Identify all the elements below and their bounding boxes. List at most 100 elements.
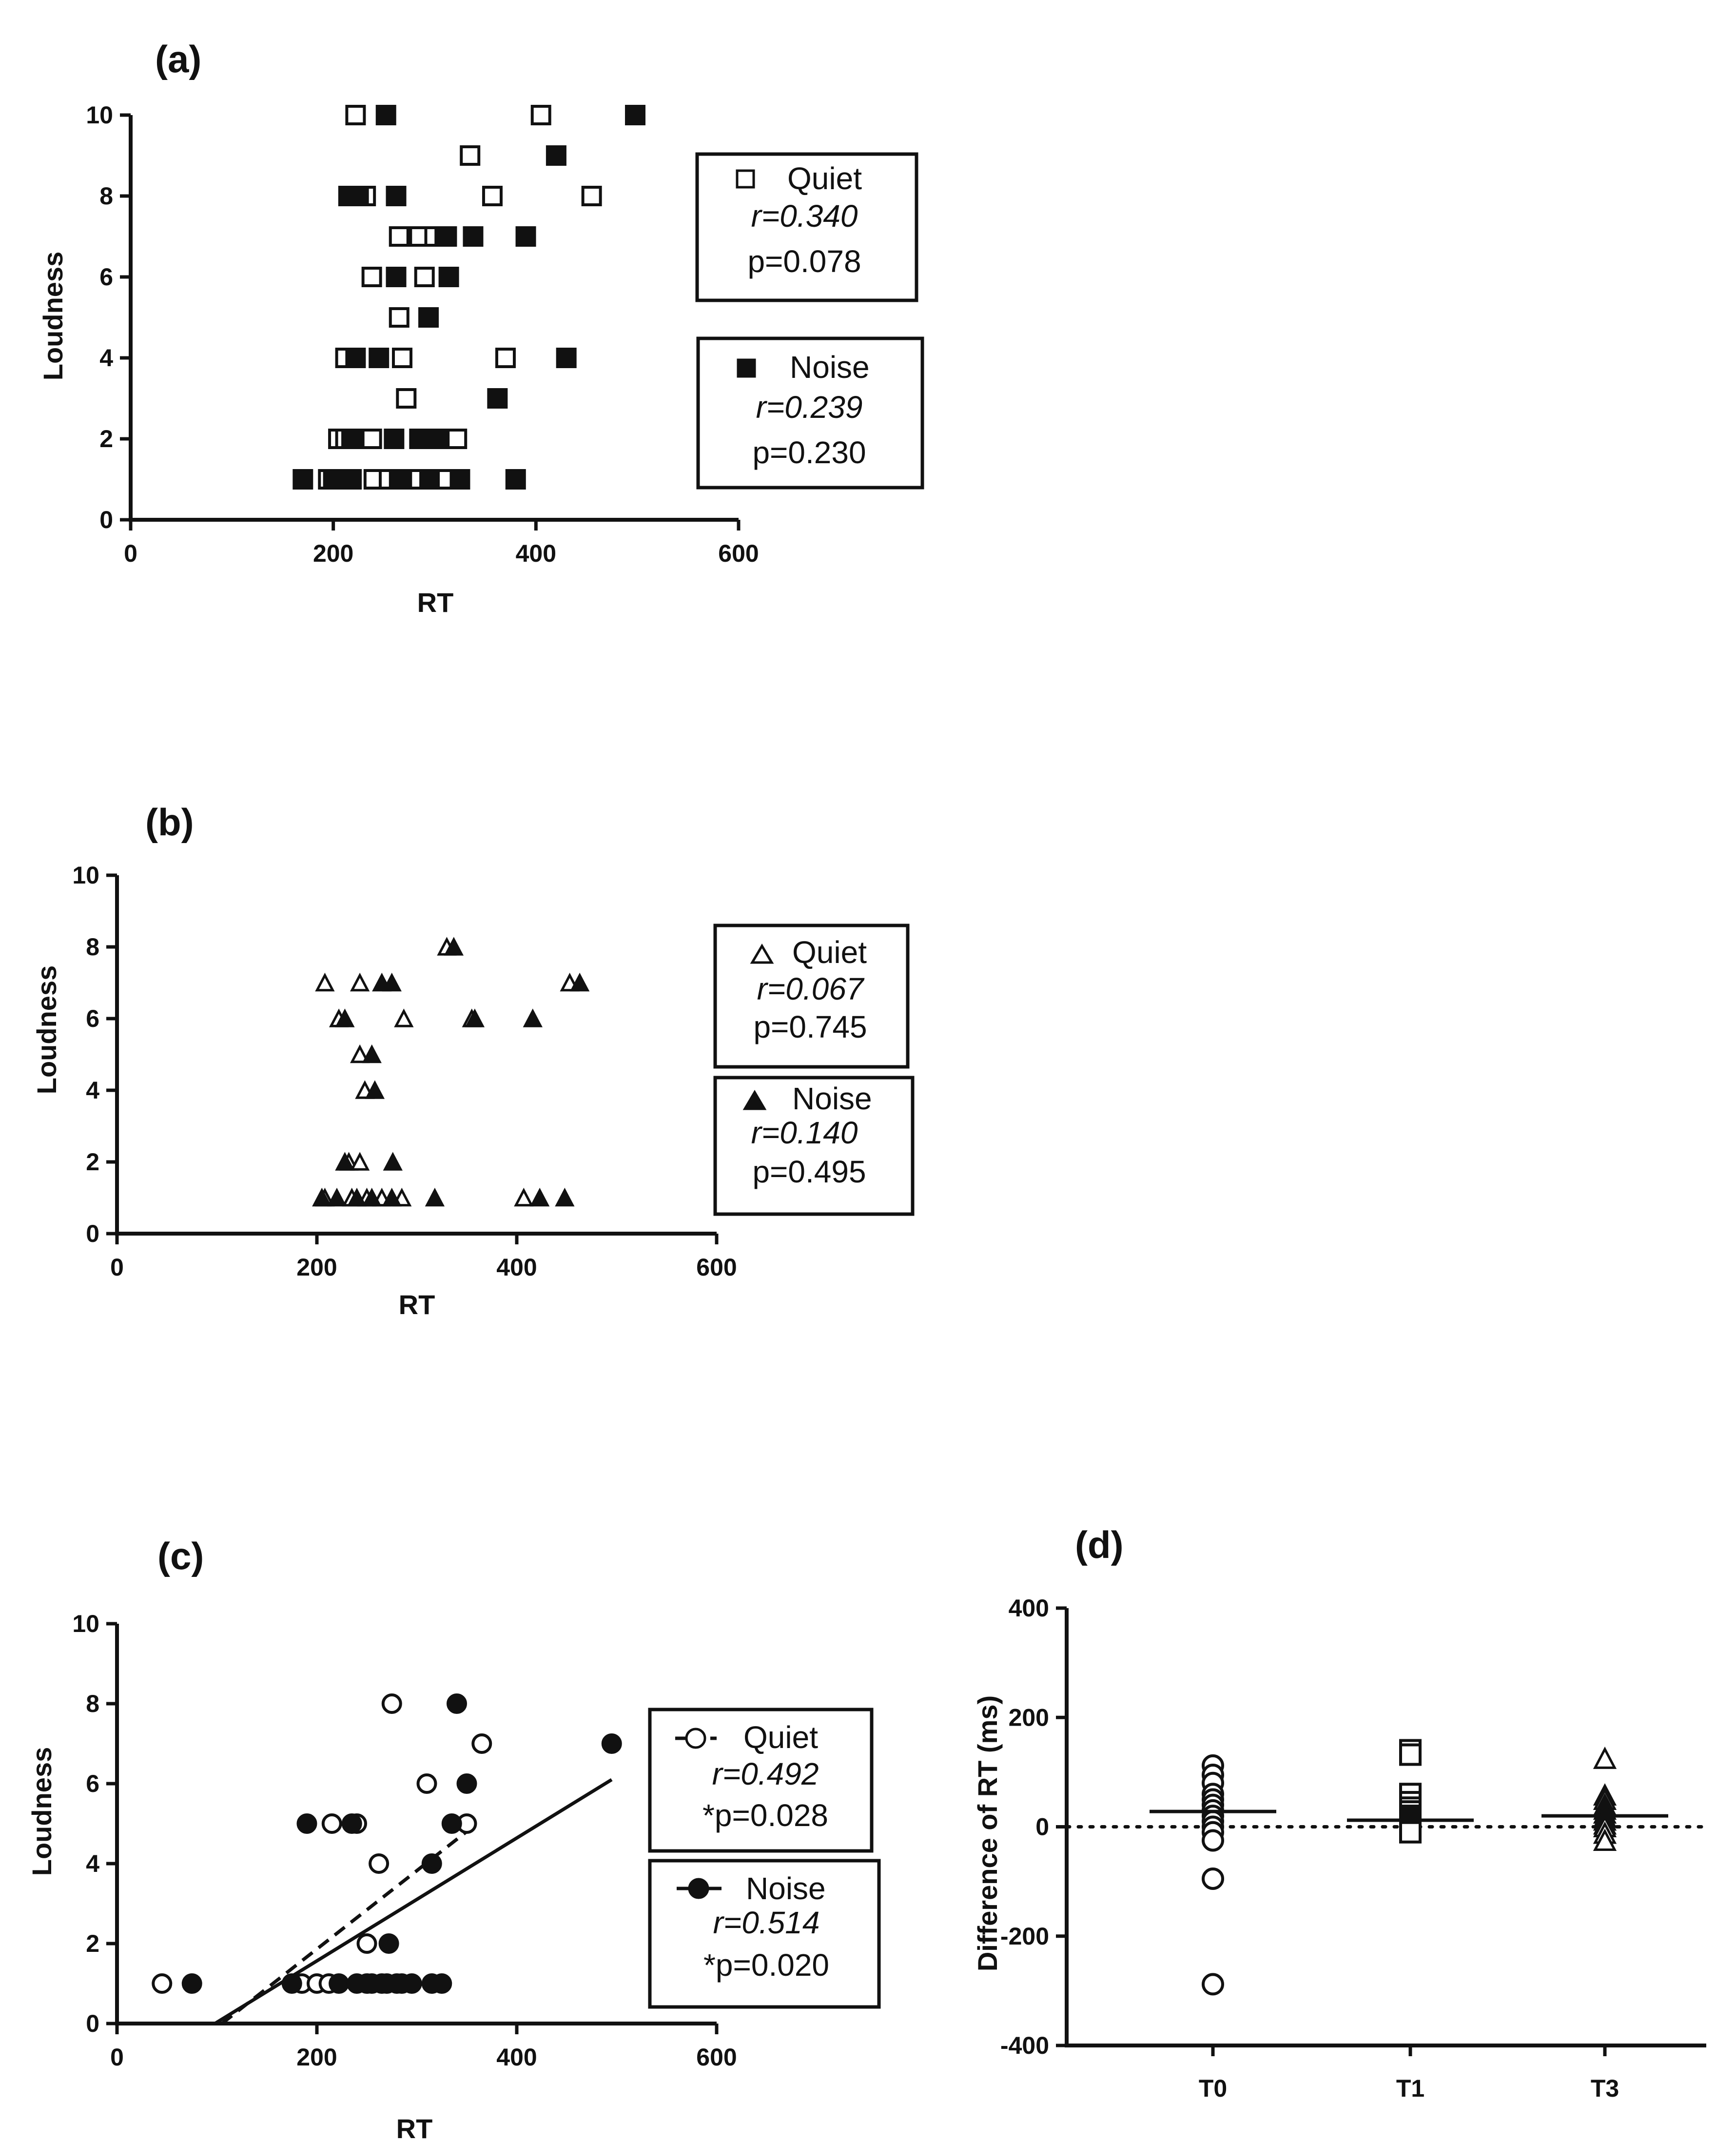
y-tick-label: -400	[1000, 2032, 1049, 2059]
panel-c-marks	[152, 1693, 622, 2025]
panel-d-x-ticks: T0 T1 T3	[1199, 2045, 1619, 2102]
legend-p-value: *p=0.028	[702, 1798, 828, 1833]
panel-d-marks	[1065, 1739, 1708, 1996]
y-tick-label: 200	[1009, 1704, 1049, 1731]
quiet-point	[361, 429, 382, 449]
quiet-point	[381, 1693, 402, 1714]
t3-point	[1593, 1746, 1617, 1769]
noise-triangle-icon	[742, 1090, 767, 1110]
legend-series-name: Quiet	[743, 1720, 818, 1755]
quiet-point	[530, 105, 551, 125]
noise-point	[281, 1973, 302, 1994]
noise-point	[625, 105, 646, 125]
noise-point	[425, 1187, 445, 1207]
noise-point	[465, 1008, 485, 1027]
panel-b-legend-noise: Noise r=0.140 p=0.495	[713, 1076, 915, 1216]
quiet-point	[345, 105, 366, 125]
legend-p-value: p=0.495	[752, 1154, 866, 1189]
quiet-point	[315, 972, 335, 992]
quiet-point	[495, 348, 516, 368]
noise-point	[335, 1152, 355, 1171]
y-tick-label: 8	[86, 933, 99, 961]
quiet-point	[414, 267, 435, 287]
noise-point	[546, 145, 566, 166]
y-tick-label: 6	[86, 1770, 99, 1797]
panel-b-y-ticks: 0 2 4 6 8 10	[72, 862, 117, 1247]
x-tick-label: 200	[296, 2044, 337, 2071]
quiet-point	[391, 348, 412, 368]
noise-point	[327, 1187, 347, 1207]
quiet-point	[389, 307, 410, 328]
noise-point	[386, 186, 407, 206]
noise-point	[487, 388, 508, 409]
noise-point	[570, 972, 590, 992]
legend-r-value: r=0.239	[756, 390, 863, 425]
noise-point	[386, 267, 407, 287]
panel-a: (a) 0 200 400 600 0 2 4 6 8 10 RT Loudness Quiet…	[38, 38, 924, 618]
noise-point	[293, 469, 313, 490]
t3-point	[1593, 1828, 1617, 1851]
noise-point	[515, 226, 536, 247]
noise-point	[335, 1008, 355, 1027]
noise-point	[555, 1187, 575, 1207]
quiet-point	[356, 1933, 377, 1954]
quiet-fit-line	[221, 1822, 478, 2025]
noise-point	[438, 267, 459, 287]
quiet-circle-icon	[685, 1728, 706, 1749]
panel-a-marks	[293, 105, 646, 490]
quiet-point	[396, 388, 417, 409]
x-category-label: T1	[1396, 2075, 1424, 2102]
noise-point	[441, 1813, 462, 1834]
panel-d-label: (d)	[1075, 1523, 1124, 1566]
y-tick-label: 0	[1035, 1813, 1049, 1841]
panel-b-x-title: RT	[399, 1289, 435, 1320]
noise-point	[341, 469, 362, 490]
quiet-point	[394, 1008, 414, 1027]
panel-c-x-title: RT	[396, 2113, 433, 2143]
quiet-point	[350, 1152, 370, 1171]
t0-point	[1202, 1973, 1224, 1996]
panel-b-y-title: Loudness	[31, 965, 62, 1094]
y-tick-label: 6	[86, 1005, 99, 1032]
y-tick-label: 10	[86, 101, 113, 129]
noise-point	[530, 1187, 550, 1207]
y-tick-label: 0	[86, 2010, 99, 2037]
noise-point	[383, 1152, 403, 1171]
noise-point	[347, 1187, 367, 1207]
y-tick-label: 8	[86, 1690, 99, 1717]
x-category-label: T0	[1199, 2075, 1227, 2102]
x-tick-label: 200	[296, 1254, 337, 1281]
y-tick-label: 10	[72, 1610, 99, 1637]
x-tick-label: 400	[496, 1254, 537, 1281]
quiet-point	[482, 186, 503, 206]
noise-point	[449, 469, 470, 490]
noise-point	[409, 429, 430, 449]
noise-point	[181, 1973, 202, 1994]
quiet-point	[514, 1187, 534, 1207]
panel-a-axes	[129, 115, 739, 522]
panel-b-marks	[312, 937, 590, 1207]
quiet-point	[389, 226, 410, 247]
noise-point	[447, 1693, 467, 1714]
legend-p-value: p=0.230	[752, 435, 866, 470]
panel-d-y-title: Difference of RT (ms)	[972, 1695, 1003, 1971]
panel-c: (c) 0 200 400 600 0 2 4 6 8 10 RT Loudness Quiet…	[26, 1534, 881, 2143]
noise-point	[375, 105, 396, 125]
noise-point	[389, 469, 410, 490]
x-tick-label: 400	[496, 2044, 537, 2071]
panel-a-x-title: RT	[417, 587, 454, 618]
legend-r-value: r=0.340	[751, 198, 858, 234]
legend-r-value: r=0.492	[712, 1756, 819, 1791]
noise-point	[341, 1813, 362, 1834]
noise-fit-line	[214, 1778, 613, 2025]
noise-point	[523, 1008, 543, 1027]
quiet-point	[581, 186, 602, 206]
quiet-point	[152, 1973, 173, 1994]
noise-circle-icon	[688, 1878, 709, 1899]
panel-a-y-title: Loudness	[38, 252, 68, 380]
legend-box	[713, 1076, 915, 1216]
legend-series-name: Noise	[790, 350, 870, 385]
y-tick-label: 400	[1009, 1594, 1049, 1622]
noise-point	[323, 469, 344, 490]
noise-point	[345, 348, 366, 368]
